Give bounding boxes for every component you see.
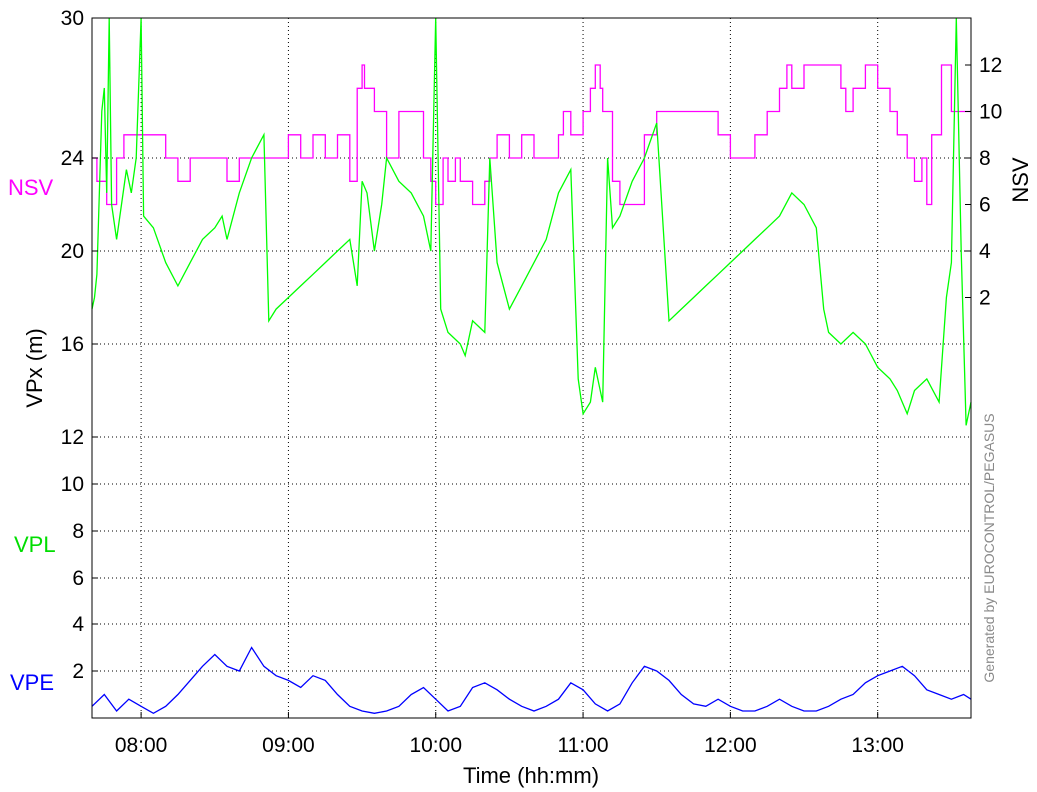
y-tick-label: 24 (61, 147, 85, 170)
x-tick-label: 12:00 (704, 734, 757, 757)
y-tick-label: 12 (61, 426, 84, 449)
x-tick-label: 11:00 (558, 734, 609, 757)
y-tick-label: 10 (61, 473, 84, 496)
x-tick-label: 09:00 (262, 734, 315, 757)
y-tick-label: 20 (61, 240, 84, 263)
y-right-tick-label: 12 (979, 54, 1002, 77)
tick-marks (92, 17, 971, 718)
y-axis-right-label: NSV (1008, 157, 1033, 203)
series-line-vpe (91, 646, 972, 715)
legend-label-vpl: VPL (14, 532, 56, 557)
x-tick-label: 13:00 (851, 734, 904, 757)
y-tick-label: 2 (72, 660, 84, 683)
y-axis-label: VPx (m) (22, 328, 47, 407)
series-line-nsv (92, 64, 971, 206)
series-line-vpl (91, 17, 972, 426)
y-right-tick-label: 6 (979, 194, 991, 217)
y-tick-label: 6 (72, 567, 84, 590)
legend-label-vpe: VPE (10, 670, 54, 695)
x-axis-label: Time (hh:mm) (463, 763, 599, 788)
legend-label-nsv: NSV (8, 175, 54, 200)
y-right-tick-label: 4 (979, 240, 991, 263)
y-right-tick-label: 8 (979, 147, 991, 170)
credit-label: Generated by EUROCONTROL/PEGASUS (981, 413, 997, 682)
y-tick-label: 4 (72, 613, 84, 636)
plot-frame (91, 17, 972, 719)
y-tick-label: 8 (72, 520, 84, 543)
y-tick-label: 16 (61, 333, 84, 356)
y-tick-label: 30 (61, 7, 84, 30)
x-tick-label: 10:00 (409, 734, 462, 757)
x-tick-label: 08:00 (115, 734, 168, 757)
series-layer (91, 17, 972, 715)
y-right-tick-label: 2 (979, 287, 991, 310)
y-right-tick-label: 10 (979, 101, 1002, 124)
